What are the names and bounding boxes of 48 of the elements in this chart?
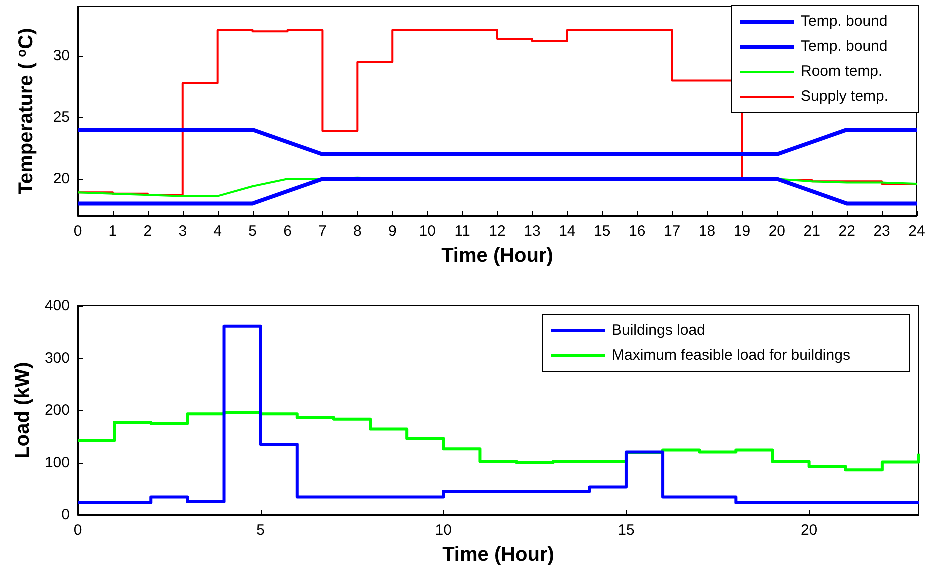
x-tick-label: 5: [248, 223, 257, 240]
y-tick-label: 25: [53, 109, 70, 126]
x-tick-label: 7: [318, 223, 327, 240]
legend-label: Buildings load: [612, 322, 706, 339]
x-tick-label: 4: [214, 223, 222, 240]
x-tick-label: 16: [628, 223, 646, 240]
y-axis-title: Temperature ( oC): [14, 28, 38, 195]
y-tick-label: 100: [44, 454, 70, 472]
x-tick-label: 1: [108, 223, 118, 240]
legend-label: Temp. bound: [801, 13, 888, 30]
y-tick-label: 400: [44, 298, 70, 314]
x-tick-label: 20: [768, 223, 786, 240]
x-tick-label: 20: [800, 522, 818, 539]
x-tick-label: 24: [908, 223, 926, 240]
x-tick-label: 12: [489, 223, 506, 240]
x-tick-label: 3: [178, 223, 188, 240]
x-tick-label: 8: [353, 223, 362, 240]
y-tick-label: 20: [53, 170, 70, 188]
x-tick-label: 9: [388, 223, 397, 240]
y-tick-label: 30: [53, 48, 70, 65]
y-tick-label: 200: [44, 402, 70, 419]
legend-label: Supply temp.: [801, 88, 889, 105]
x-tick-label: 5: [256, 522, 265, 539]
legend-label: Maximum feasible load for buildings: [612, 347, 850, 364]
x-tick-label: 10: [419, 223, 436, 240]
x-tick-label: 23: [874, 223, 890, 240]
y-tick-label: 0: [62, 506, 70, 524]
x-axis-title: Time (Hour): [442, 544, 554, 566]
x-tick-label: 0: [74, 223, 82, 240]
x-tick-label: 15: [594, 223, 611, 240]
x-axis-title: Time (Hour): [442, 245, 554, 267]
x-tick-label: 22: [838, 223, 856, 240]
x-tick-label: 15: [618, 522, 635, 539]
x-tick-label: 6: [284, 223, 292, 240]
y-tick-label: 300: [44, 350, 70, 367]
legend-label: Room temp.: [801, 63, 883, 80]
x-tick-label: 14: [559, 223, 576, 240]
x-tick-label: 0: [74, 522, 82, 539]
x-tick-label: 17: [664, 223, 681, 240]
x-tick-label: 10: [435, 522, 452, 539]
x-tick-label: 18: [698, 223, 716, 240]
x-tick-label: 19: [734, 223, 751, 240]
x-tick-label: 13: [524, 223, 541, 240]
x-tick-label: 21: [804, 223, 820, 240]
x-tick-label: 11: [454, 223, 470, 240]
x-tick-label: 2: [144, 223, 152, 240]
legend-label: Temp. bound: [801, 38, 888, 55]
y-axis-title: Load (kW): [12, 362, 34, 459]
